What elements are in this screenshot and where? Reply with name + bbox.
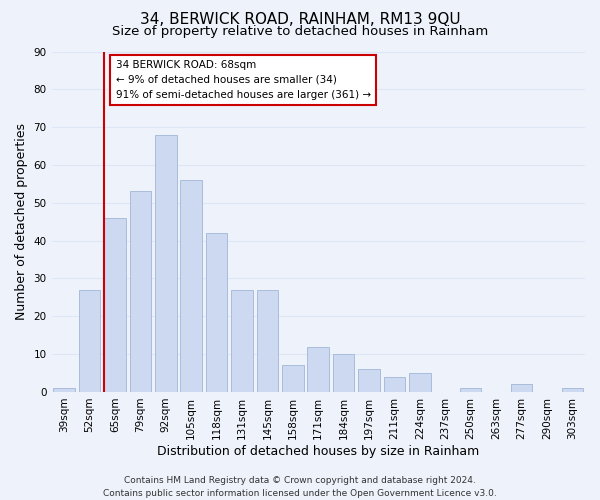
X-axis label: Distribution of detached houses by size in Rainham: Distribution of detached houses by size … xyxy=(157,444,479,458)
Bar xyxy=(409,373,431,392)
Bar xyxy=(79,290,100,392)
Bar xyxy=(282,366,304,392)
Bar xyxy=(460,388,481,392)
Bar xyxy=(562,388,583,392)
Text: Size of property relative to detached houses in Rainham: Size of property relative to detached ho… xyxy=(112,25,488,38)
Bar xyxy=(104,218,126,392)
Bar xyxy=(130,192,151,392)
Y-axis label: Number of detached properties: Number of detached properties xyxy=(15,123,28,320)
Bar xyxy=(181,180,202,392)
Bar xyxy=(383,377,405,392)
Bar xyxy=(257,290,278,392)
Bar xyxy=(511,384,532,392)
Bar xyxy=(155,134,176,392)
Text: 34, BERWICK ROAD, RAINHAM, RM13 9QU: 34, BERWICK ROAD, RAINHAM, RM13 9QU xyxy=(140,12,460,28)
Bar xyxy=(358,370,380,392)
Bar xyxy=(231,290,253,392)
Bar xyxy=(333,354,355,392)
Text: 34 BERWICK ROAD: 68sqm
← 9% of detached houses are smaller (34)
91% of semi-deta: 34 BERWICK ROAD: 68sqm ← 9% of detached … xyxy=(116,60,371,100)
Text: Contains HM Land Registry data © Crown copyright and database right 2024.
Contai: Contains HM Land Registry data © Crown c… xyxy=(103,476,497,498)
Bar xyxy=(53,388,75,392)
Bar xyxy=(206,233,227,392)
Bar xyxy=(307,346,329,392)
